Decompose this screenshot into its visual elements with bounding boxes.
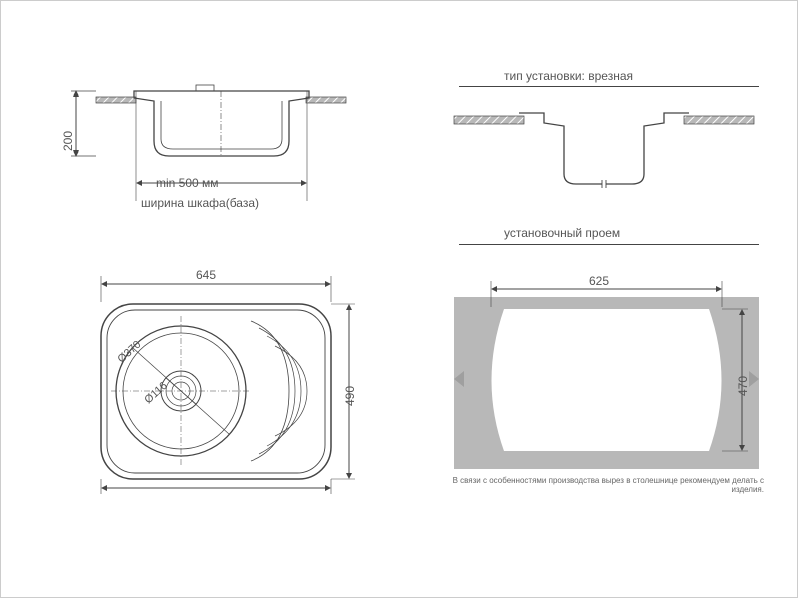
dim-height-200: 200 — [61, 131, 75, 151]
dim-top-height: 490 — [343, 386, 357, 406]
dim-cutout-height: 470 — [736, 376, 750, 396]
install-cross-section — [434, 96, 774, 206]
cutout-panel — [434, 251, 779, 501]
caption-opening: установочный проем — [504, 226, 620, 240]
sink-top-view — [41, 256, 371, 506]
caption-cabinet: ширина шкафа(база) — [141, 196, 259, 210]
divider-mid-right — [459, 244, 759, 245]
dim-cabinet-width: min 500 мм — [156, 176, 219, 190]
dim-cutout-width: 625 — [589, 274, 609, 288]
caption-install-type: тип установки: врезная — [504, 69, 633, 83]
install-type-key: тип установки: — [504, 69, 585, 83]
right-column: тип установки: врезная уст — [399, 1, 797, 597]
footnote: В связи с особенностями производства выр… — [444, 476, 764, 494]
divider-top-right — [459, 86, 759, 87]
install-type-value: врезная — [588, 69, 633, 83]
left-column: 200 min 500 мм ширина шкафа(база) — [1, 1, 399, 597]
dim-top-width: 645 — [196, 268, 216, 282]
